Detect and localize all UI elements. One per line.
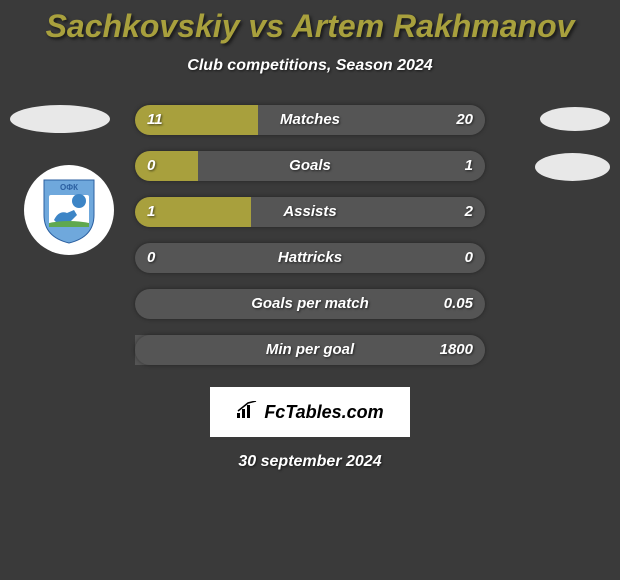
brand-logo: FcTables.com [210, 387, 410, 437]
subtitle: Club competitions, Season 2024 [0, 57, 620, 75]
ellipse-right-1 [540, 107, 610, 131]
stat-row: 1Assists2 [135, 197, 485, 227]
stats-area: ОФК 11Matches200Goals11Assists20Hattrick… [0, 105, 620, 381]
brand-text: FcTables.com [264, 402, 383, 423]
chart-icon [236, 401, 258, 424]
stat-label: Matches [135, 105, 485, 135]
stat-row: 11Matches20 [135, 105, 485, 135]
svg-text:ОФК: ОФК [60, 183, 78, 192]
stat-value-right: 1800 [440, 335, 473, 365]
stat-value-right: 1 [465, 151, 473, 181]
shield-icon: ОФК [39, 175, 99, 245]
stat-value-right: 20 [456, 105, 473, 135]
date-line: 30 september 2024 [0, 453, 620, 471]
stat-label: Goals per match [135, 289, 485, 319]
stat-row: Min per goal1800 [135, 335, 485, 365]
page-title: Sachkovskiy vs Artem Rakhmanov [0, 0, 620, 45]
stat-row: 0Hattricks0 [135, 243, 485, 273]
stat-value-right: 0 [465, 243, 473, 273]
stat-label: Goals [135, 151, 485, 181]
comparison-card: Sachkovskiy vs Artem Rakhmanov Club comp… [0, 0, 620, 580]
stat-value-right: 2 [465, 197, 473, 227]
stat-label: Hattricks [135, 243, 485, 273]
ellipse-right-2 [535, 153, 610, 181]
ellipse-left-1 [10, 105, 110, 133]
stat-label: Min per goal [135, 335, 485, 365]
club-badge: ОФК [24, 165, 114, 255]
stat-row: 0Goals1 [135, 151, 485, 181]
stat-value-right: 0.05 [444, 289, 473, 319]
stat-row: Goals per match0.05 [135, 289, 485, 319]
stat-label: Assists [135, 197, 485, 227]
stat-rows: 11Matches200Goals11Assists20Hattricks0Go… [135, 105, 485, 381]
